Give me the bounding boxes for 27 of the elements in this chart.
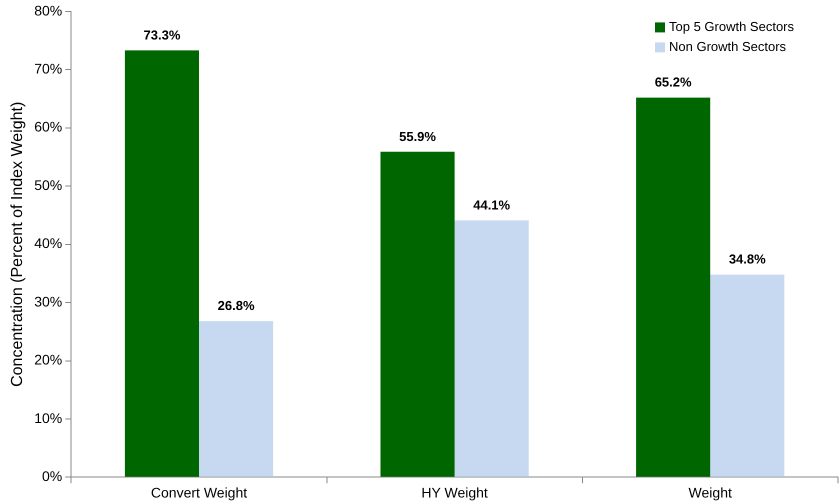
bar (124, 50, 200, 477)
bar (454, 220, 529, 477)
data-label: 73.3% (144, 27, 181, 42)
y-tick-label: 80% (34, 2, 62, 18)
data-label: 44.1% (473, 198, 511, 213)
x-tick-label: HY Weight (421, 484, 488, 500)
bar (636, 98, 710, 477)
y-tick-label: 60% (34, 118, 62, 135)
y-tick-label: 10% (34, 410, 62, 426)
bar (710, 274, 784, 477)
bar (199, 321, 274, 477)
data-label: 26.8% (218, 298, 255, 314)
legend-label: Top 5 Growth Sectors (669, 18, 794, 34)
y-tick-label: 70% (34, 60, 62, 76)
y-tick-label: 30% (34, 293, 62, 310)
data-label: 65.2% (654, 74, 692, 90)
y-tick-label: 20% (34, 352, 62, 368)
data-label: 55.9% (399, 128, 436, 144)
bar (380, 152, 455, 477)
x-tick-label: Convert Weight (150, 484, 248, 500)
legend-label: Non Growth Sectors (669, 38, 787, 54)
y-tick-label: 40% (34, 235, 62, 252)
x-tick-label: Weight (688, 484, 732, 500)
data-label: 34.8% (728, 252, 766, 267)
y-tick-label: 0% (42, 468, 62, 484)
y-axis-title: Concentration (Percent of Index Weight) (9, 102, 26, 387)
y-tick-label: 50% (34, 176, 62, 193)
